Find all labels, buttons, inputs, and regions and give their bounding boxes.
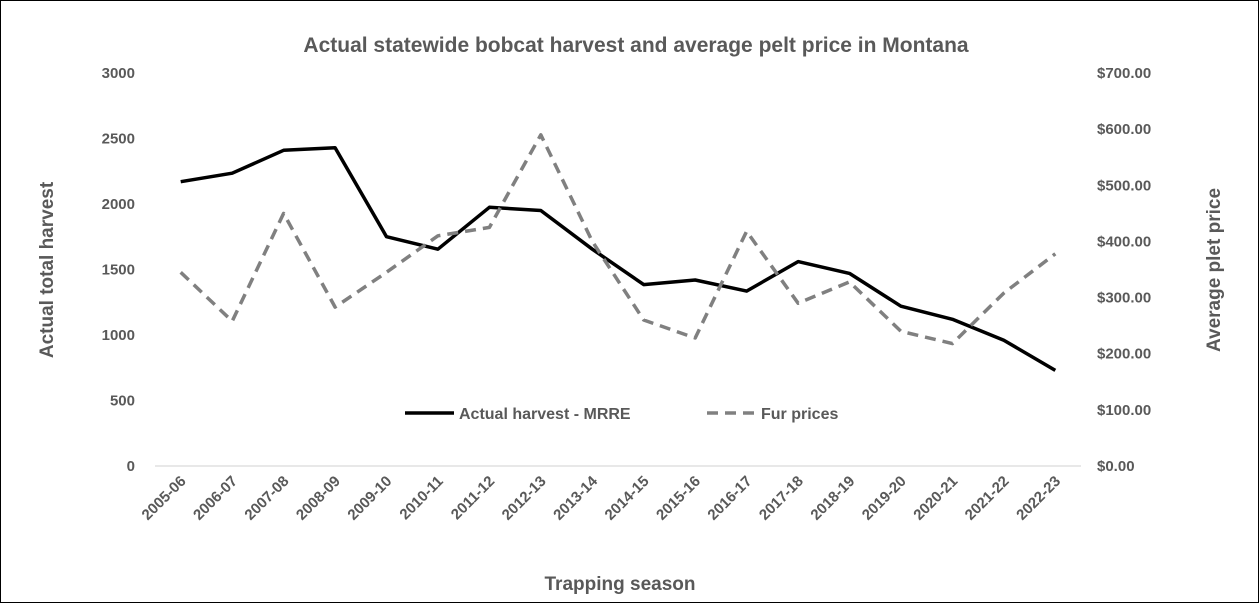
harvest-point bbox=[230, 171, 234, 175]
y-tick-label: 3000 bbox=[102, 65, 135, 82]
chart-title: Actual statewide bobcat harvest and aver… bbox=[303, 34, 969, 57]
fur-price-point bbox=[848, 280, 852, 284]
fur-price-point bbox=[333, 305, 337, 309]
y-tick-label: 1000 bbox=[102, 327, 135, 344]
y2-tick-label: $700.00 bbox=[1097, 65, 1151, 82]
harvest-point bbox=[590, 247, 594, 251]
fur-price-point bbox=[385, 270, 389, 274]
fur-price-point bbox=[1053, 252, 1057, 256]
fur-price-point bbox=[282, 211, 286, 215]
harvest-point bbox=[487, 205, 491, 209]
left-axis-ticks: 0 500 1000 1500 2000 2500 3000 bbox=[102, 65, 135, 475]
fur-price-point bbox=[487, 225, 491, 229]
x-tick-label: 2010-11 bbox=[396, 473, 446, 523]
fur-price-point bbox=[179, 270, 183, 274]
y2-tick-label: $600.00 bbox=[1097, 121, 1151, 138]
x-tick-label: 2014-15 bbox=[602, 473, 653, 524]
y-tick-label: 2500 bbox=[102, 131, 135, 148]
fur-price-point bbox=[539, 133, 543, 137]
x-axis-title: Trapping season bbox=[545, 574, 696, 595]
fur-price-point bbox=[950, 342, 954, 346]
harvest-point bbox=[899, 304, 903, 308]
legend-label-actual-harvest: Actual harvest - MRRE bbox=[459, 406, 631, 423]
harvest-point bbox=[745, 289, 749, 293]
x-tick-label: 2016-17 bbox=[704, 473, 755, 524]
x-tick-label: 2008-09 bbox=[293, 473, 344, 524]
x-tick-label: 2022-23 bbox=[1013, 473, 1064, 524]
fur-price-point bbox=[899, 329, 903, 333]
fur-price-point bbox=[642, 318, 646, 322]
harvest-point bbox=[436, 247, 440, 251]
harvest-point bbox=[1002, 338, 1006, 342]
x-tick-label: 2015-16 bbox=[653, 473, 704, 524]
harvest-point bbox=[179, 180, 183, 184]
harvest-point bbox=[282, 148, 286, 152]
x-tick-label: 2006-07 bbox=[190, 473, 241, 524]
x-tick-label: 2013-14 bbox=[550, 472, 601, 523]
y-tick-label: 0 bbox=[127, 458, 135, 475]
legend-label-fur-prices: Fur prices bbox=[761, 406, 838, 423]
harvest-point bbox=[848, 271, 852, 275]
y2-axis-title: Average plet price bbox=[1204, 188, 1225, 352]
x-tick-label: 2018-19 bbox=[807, 473, 858, 524]
y-tick-label: 1500 bbox=[102, 262, 135, 279]
y2-tick-label: $400.00 bbox=[1097, 233, 1151, 250]
x-tick-label: 2005-06 bbox=[139, 473, 190, 524]
fur-price-point bbox=[693, 336, 697, 340]
x-tick-label: 2012-13 bbox=[499, 473, 550, 524]
harvest-point bbox=[796, 260, 800, 264]
harvest-point bbox=[950, 317, 954, 321]
x-tick-label: 2020-21 bbox=[910, 473, 961, 524]
x-tick-label: 2017-18 bbox=[756, 473, 807, 524]
y2-tick-label: $0.00 bbox=[1097, 458, 1135, 475]
y2-tick-label: $300.00 bbox=[1097, 290, 1151, 307]
x-tick-label: 2009-10 bbox=[344, 473, 395, 524]
x-tick-label: 2021-22 bbox=[962, 473, 1013, 524]
fur-price-point bbox=[745, 229, 749, 233]
harvest-point bbox=[642, 283, 646, 287]
fur-price-point bbox=[436, 234, 440, 238]
y2-tick-label: $100.00 bbox=[1097, 402, 1151, 419]
y-tick-label: 2000 bbox=[102, 196, 135, 213]
x-tick-label: 2011-12 bbox=[448, 473, 498, 523]
series-fur-prices-line bbox=[179, 133, 1057, 346]
harvest-point bbox=[693, 278, 697, 282]
y-axis-title: Actual total harvest bbox=[37, 181, 58, 358]
harvest-point bbox=[385, 235, 389, 239]
y2-tick-label: $200.00 bbox=[1097, 346, 1151, 363]
x-tick-label: 2007-08 bbox=[241, 473, 292, 524]
x-axis-ticks: 2005-06 2006-07 2007-08 2008-09 2009-10 2010-… bbox=[139, 472, 1065, 523]
fur-price-point bbox=[230, 319, 234, 323]
fur-price-point bbox=[796, 301, 800, 305]
fur-price-point bbox=[590, 239, 594, 243]
y2-tick-label: $500.00 bbox=[1097, 177, 1151, 194]
series-actual-harvest-line bbox=[180, 145, 1057, 372]
y-tick-label: 500 bbox=[110, 393, 135, 410]
right-axis-ticks: $0.00 $100.00 $200.00 $300.00 $400.00 $500.00… bbox=[1097, 65, 1151, 475]
harvest-point bbox=[333, 146, 337, 150]
fur-price-point bbox=[1002, 291, 1006, 295]
harvest-point bbox=[1053, 368, 1057, 372]
harvest-point bbox=[539, 209, 543, 213]
legend: Actual harvest - MRRE Fur prices bbox=[405, 406, 838, 423]
x-tick-label: 2019-20 bbox=[859, 473, 910, 524]
